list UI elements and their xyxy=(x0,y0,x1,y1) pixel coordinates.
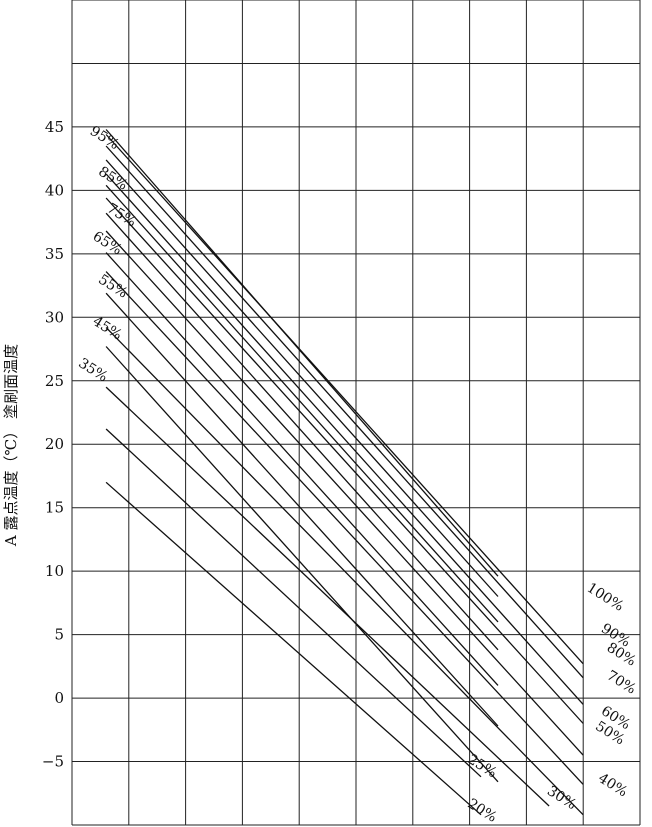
y-tick-label: −5 xyxy=(42,753,64,771)
rh-label: 85% xyxy=(95,164,130,194)
chart-grid xyxy=(71,0,641,826)
rh-curve-55 xyxy=(105,252,499,686)
y-tick-label: 30 xyxy=(45,308,64,326)
y-axis-ticks: 45 40 35 30 25 20 15 10 5 0 −5 xyxy=(42,118,64,771)
y-tick-label: 5 xyxy=(54,626,64,644)
rh-curve-45 xyxy=(105,292,499,727)
rh-label: 30% xyxy=(544,783,579,813)
rh-label: 55% xyxy=(95,272,130,302)
rh-label: 70% xyxy=(604,668,639,698)
rh-curve-80 xyxy=(105,173,584,705)
rh-label: 80% xyxy=(604,640,639,670)
rh-curve-75 xyxy=(105,184,499,623)
rh-curve-65 xyxy=(105,212,499,651)
rh-curves xyxy=(105,129,584,816)
rh-label: 100% xyxy=(584,580,626,615)
rh-curve-70 xyxy=(105,197,584,724)
y-tick-label: 20 xyxy=(45,435,64,453)
rh-curve-35 xyxy=(105,346,499,783)
rh-curve-100 xyxy=(105,134,584,665)
y-tick-label: 45 xyxy=(45,118,64,136)
y-tick-label: 10 xyxy=(45,562,64,580)
y-tick-label: 25 xyxy=(45,372,64,390)
y-axis-label: A 露点温度（℃） 塗刷面温度 xyxy=(2,344,20,547)
rh-curve-85 xyxy=(105,159,499,597)
rh-label: 45% xyxy=(90,313,125,343)
rh-curve-20 xyxy=(105,481,482,816)
rh-curve-40 xyxy=(105,327,584,816)
rh-curve-90 xyxy=(105,145,584,679)
y-tick-label: 0 xyxy=(54,689,64,707)
rh-label: 40% xyxy=(595,770,630,800)
rh-curve-50 xyxy=(105,271,584,785)
y-tick-label: 15 xyxy=(45,499,64,517)
y-tick-label: 35 xyxy=(45,245,64,263)
rh-label: 95% xyxy=(87,123,122,153)
rh-curve-60 xyxy=(105,230,584,756)
rh-curve-30 xyxy=(105,386,550,807)
rh-curve-25 xyxy=(105,428,482,778)
y-tick-label: 40 xyxy=(45,181,64,199)
